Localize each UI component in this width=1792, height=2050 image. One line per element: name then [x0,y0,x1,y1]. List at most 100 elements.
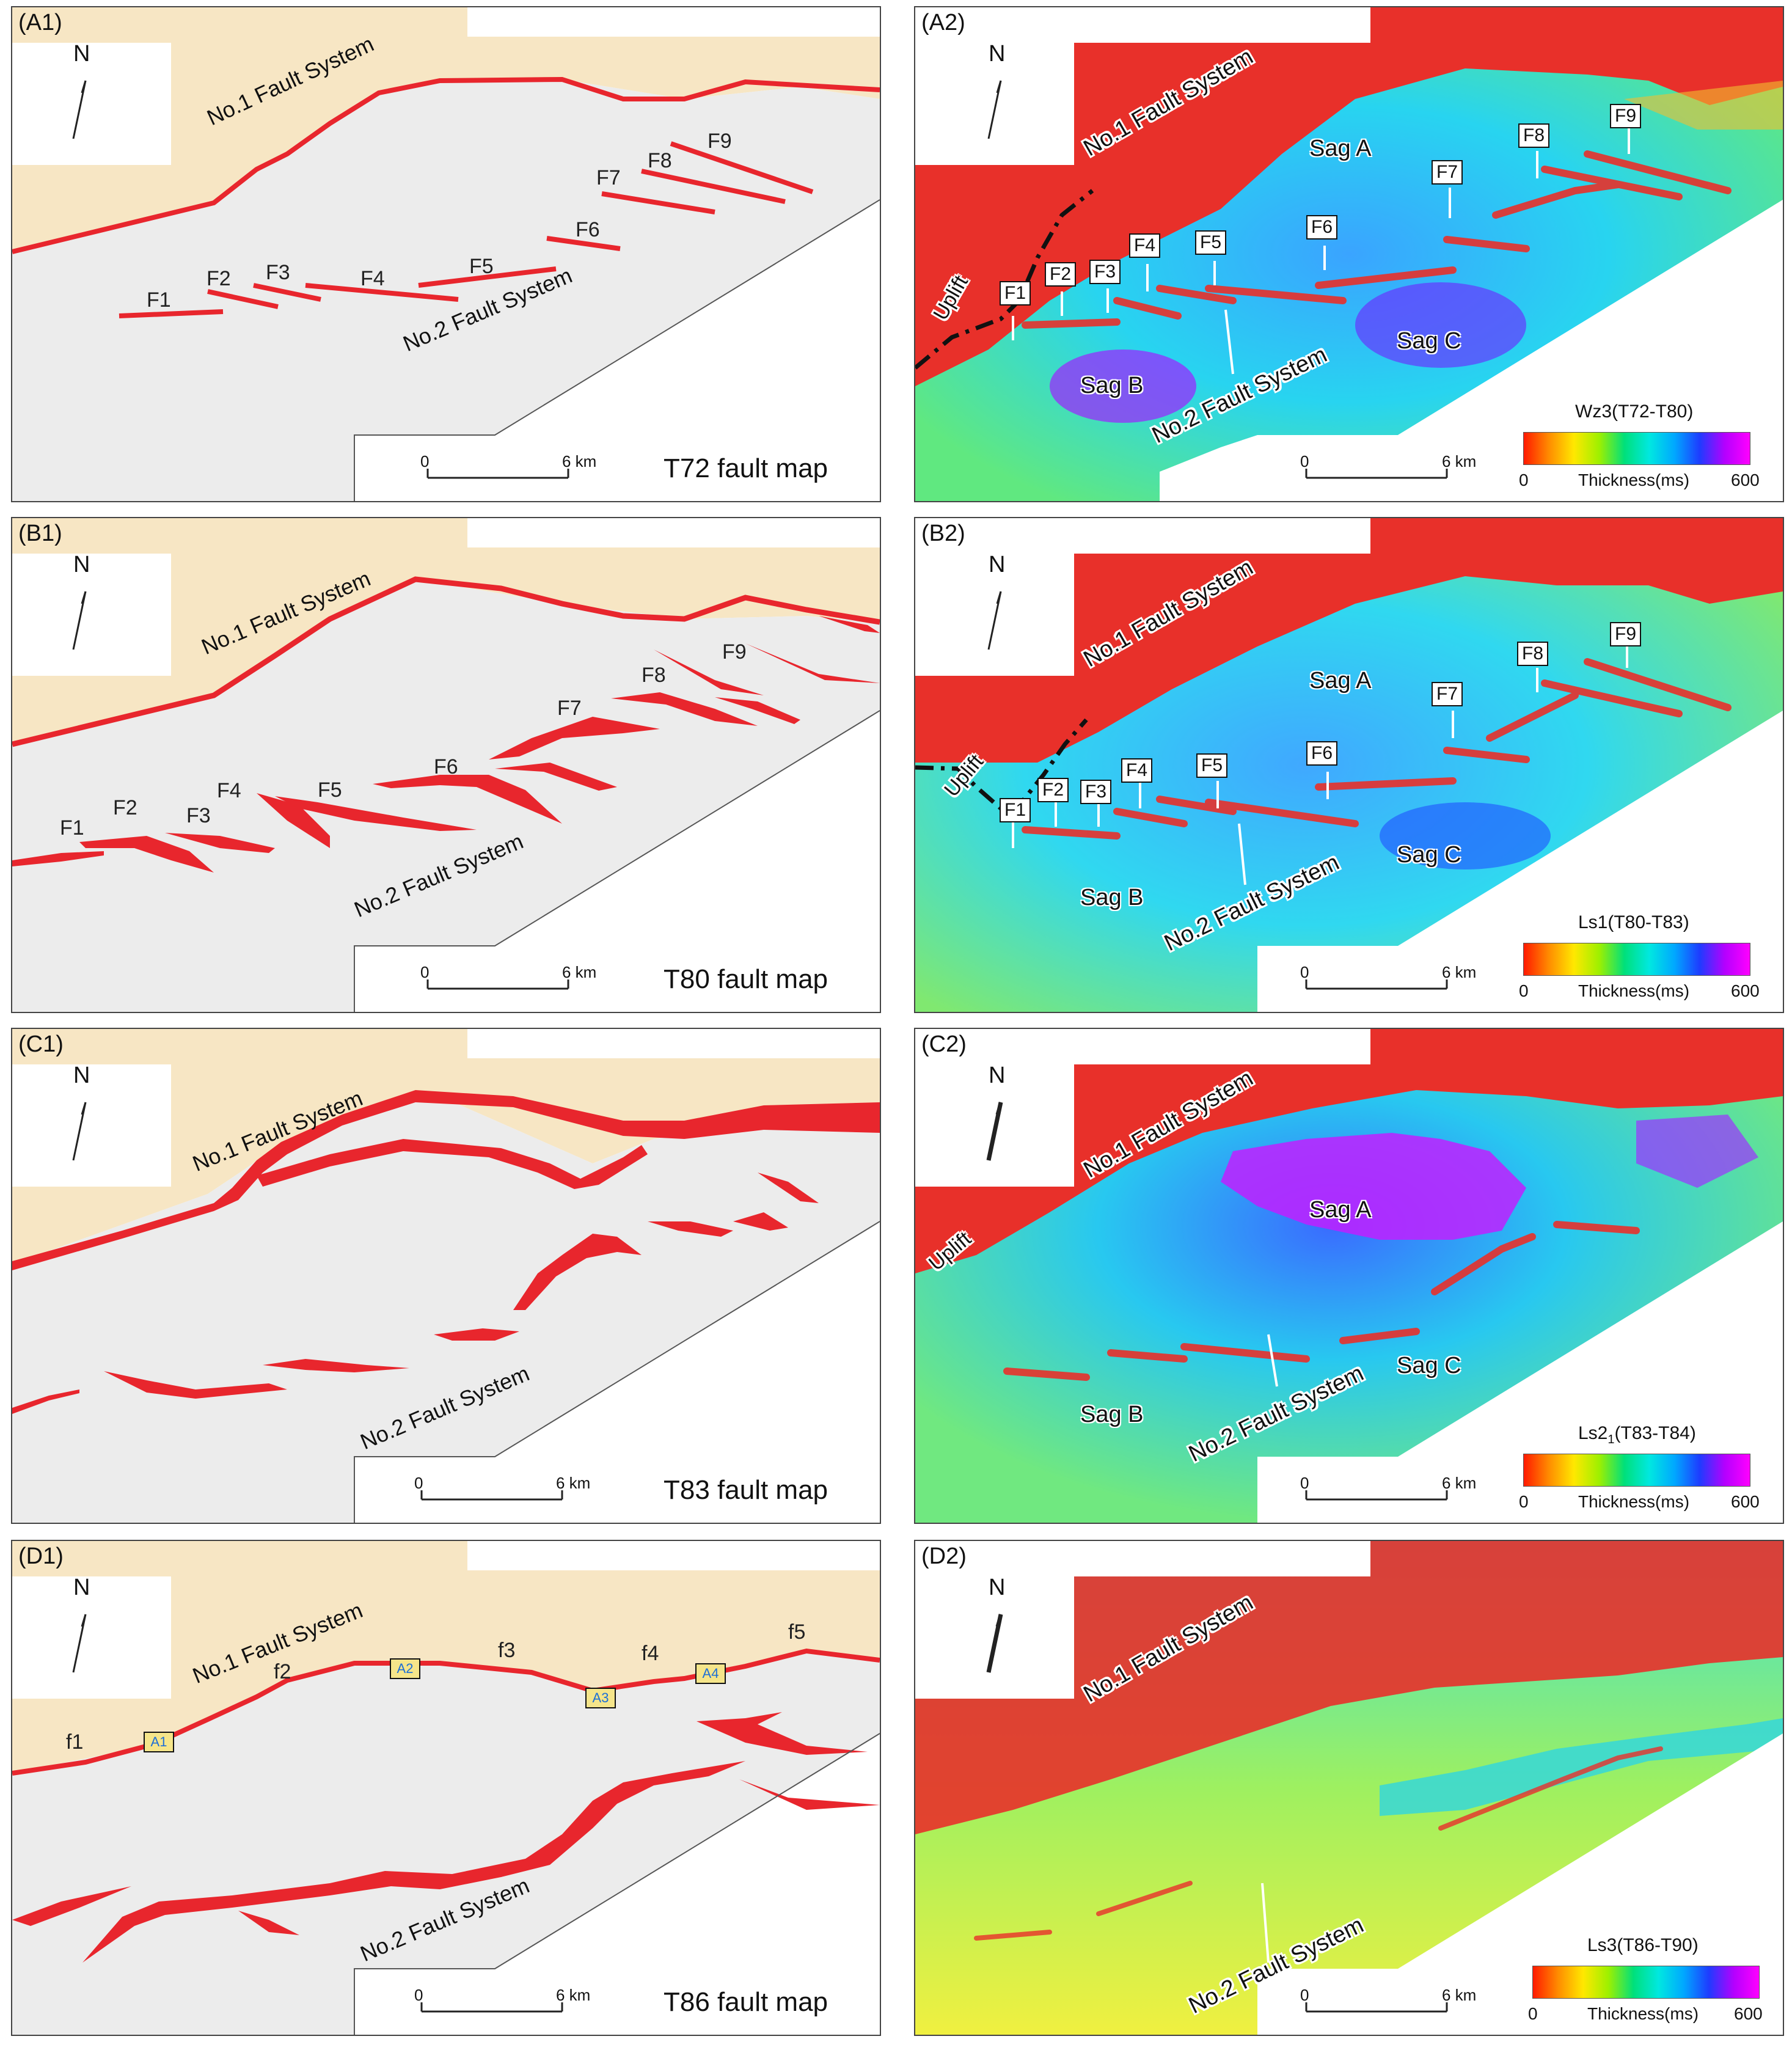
fault-label: F6 [576,218,600,241]
fault-label: F4 [1121,758,1153,783]
fault-label: F4 [1129,233,1161,258]
scale-end: 6 km [556,1474,591,1492]
fault-label: F9 [1610,622,1642,646]
segment-label: f1 [66,1730,84,1754]
sag-a-depocenter [1221,1133,1526,1240]
no2-fault-segments [12,616,880,873]
study-boundary [354,710,880,1012]
sag-label: Sag C [1397,1353,1461,1378]
colorbar-label: Thickness(ms) [1578,1492,1690,1511]
fault-label: F8 [642,664,666,687]
uplift-area [12,518,880,744]
colorbar-max: 600 [1731,1492,1760,1511]
fault-label: F6 [1306,741,1338,766]
panel-d2-thickness-map: (D2) N No.1 Fault System No.2 Fault Syst… [914,1540,1784,2036]
colorbar-title: Ls21(T83-T84) [1578,1423,1696,1446]
thickness-colorbar [1523,943,1750,976]
sag-c-depocenter [1355,282,1526,368]
sag-label: Sag B [1080,1402,1144,1427]
scale-end: 6 km [1442,1986,1477,2004]
fault-label: F1 [147,288,171,312]
scale-end: 6 km [562,452,597,470]
fault-anomalies [1003,1221,1640,1381]
thickness-colorbar [1532,1966,1760,1999]
fault-label: F3 [186,804,211,827]
fault-label: F3 [1089,260,1121,284]
panel-d1-graphic [12,1541,880,2035]
scale-end: 6 km [562,963,597,981]
panel-label: (A2) [921,10,965,35]
colorbar-max: 600 [1731,470,1760,489]
fault-label: F7 [1432,160,1463,185]
uplift-red-area [915,1541,1783,1834]
panel-label: (A1) [18,10,62,35]
fault-segments [12,1173,819,1414]
fault-label: F9 [708,130,732,153]
fault-label: F7 [1432,682,1463,706]
fault-label: F6 [1306,215,1338,240]
north-label: N [73,1063,90,1088]
colorbar-label: Thickness(ms) [1578,981,1690,1000]
panel-label: (C1) [18,1031,64,1057]
colorbar-title: Wz3(T72-T80) [1575,401,1694,422]
fault-label: F2 [1045,262,1077,287]
north-label: N [989,552,1006,577]
fault-label: F5 [318,778,342,802]
fault-anomalies [1022,658,1732,840]
location-box: A2 [390,1658,420,1679]
panel-c2-graphic [915,1029,1783,1523]
fault-label: F3 [266,261,290,284]
fault-label: F6 [434,755,458,778]
fault-label: F2 [207,267,231,290]
scale-end: 6 km [1442,452,1477,470]
fault-label: F4 [217,779,241,802]
no1-fault-trace [12,76,880,254]
panel-label: (D1) [18,1543,64,1569]
fault-label: F8 [648,149,672,172]
fault-label: F2 [113,796,137,819]
basin-area [12,579,880,1012]
panel-b1-fault-map: (B1) N No.1 Fault System No.2 Fault Syst… [11,517,881,1013]
north-label: N [73,41,90,67]
panel-a2-graphic [915,7,1783,501]
fault-label: F5 [469,255,494,278]
scale-zero: 0 [414,1986,423,2004]
uplift-red-area [915,1029,1783,1273]
map-title: T72 fault map [664,453,828,483]
sag-label: Sag C [1397,328,1461,354]
scale-end: 6 km [556,1986,591,2004]
study-boundary [354,1221,880,1523]
sag-label: Sag B [1080,885,1144,910]
panel-d1-fault-map: (D1) N No.1 Fault System No.2 Fault Syst… [11,1540,881,2036]
fault-label: F9 [1610,104,1642,128]
fault-anomalies [1022,150,1732,329]
panel-a1-fault-map: (A1) N No.1 Fault System No.2 Fault Syst… [11,6,881,502]
panel-a1-graphic [12,7,880,501]
fault-label: F9 [722,640,747,664]
fault-label: F2 [1037,778,1069,802]
sag-label: Sag C [1397,842,1461,868]
colorbar-min: 0 [1519,470,1529,489]
study-boundary [354,199,880,501]
north-label: N [989,41,1006,67]
fault-label: F7 [557,697,582,720]
map-title: T80 fault map [664,964,828,994]
scale-zero: 0 [1300,452,1309,470]
scale-zero: 0 [1300,1474,1309,1492]
fault-label: F8 [1517,642,1549,666]
uplift-red-area [915,7,1783,386]
north-label: N [989,1063,1006,1088]
fault-label: F1 [60,816,84,840]
panel-label: (C2) [921,1031,967,1057]
panel-label: (B1) [18,521,62,546]
sag-label: Sag A [1309,1197,1372,1223]
sag-label: Sag A [1309,136,1372,161]
scale-end: 6 km [1442,963,1477,981]
colorbar-max: 600 [1734,2004,1763,2023]
panel-c1-graphic [12,1029,880,1523]
study-boundary [354,1733,880,2035]
panel-label: (B2) [921,521,965,546]
uplift-red-area [915,518,1783,763]
north-label: N [989,1575,1006,1600]
fault-label: F4 [360,267,385,290]
